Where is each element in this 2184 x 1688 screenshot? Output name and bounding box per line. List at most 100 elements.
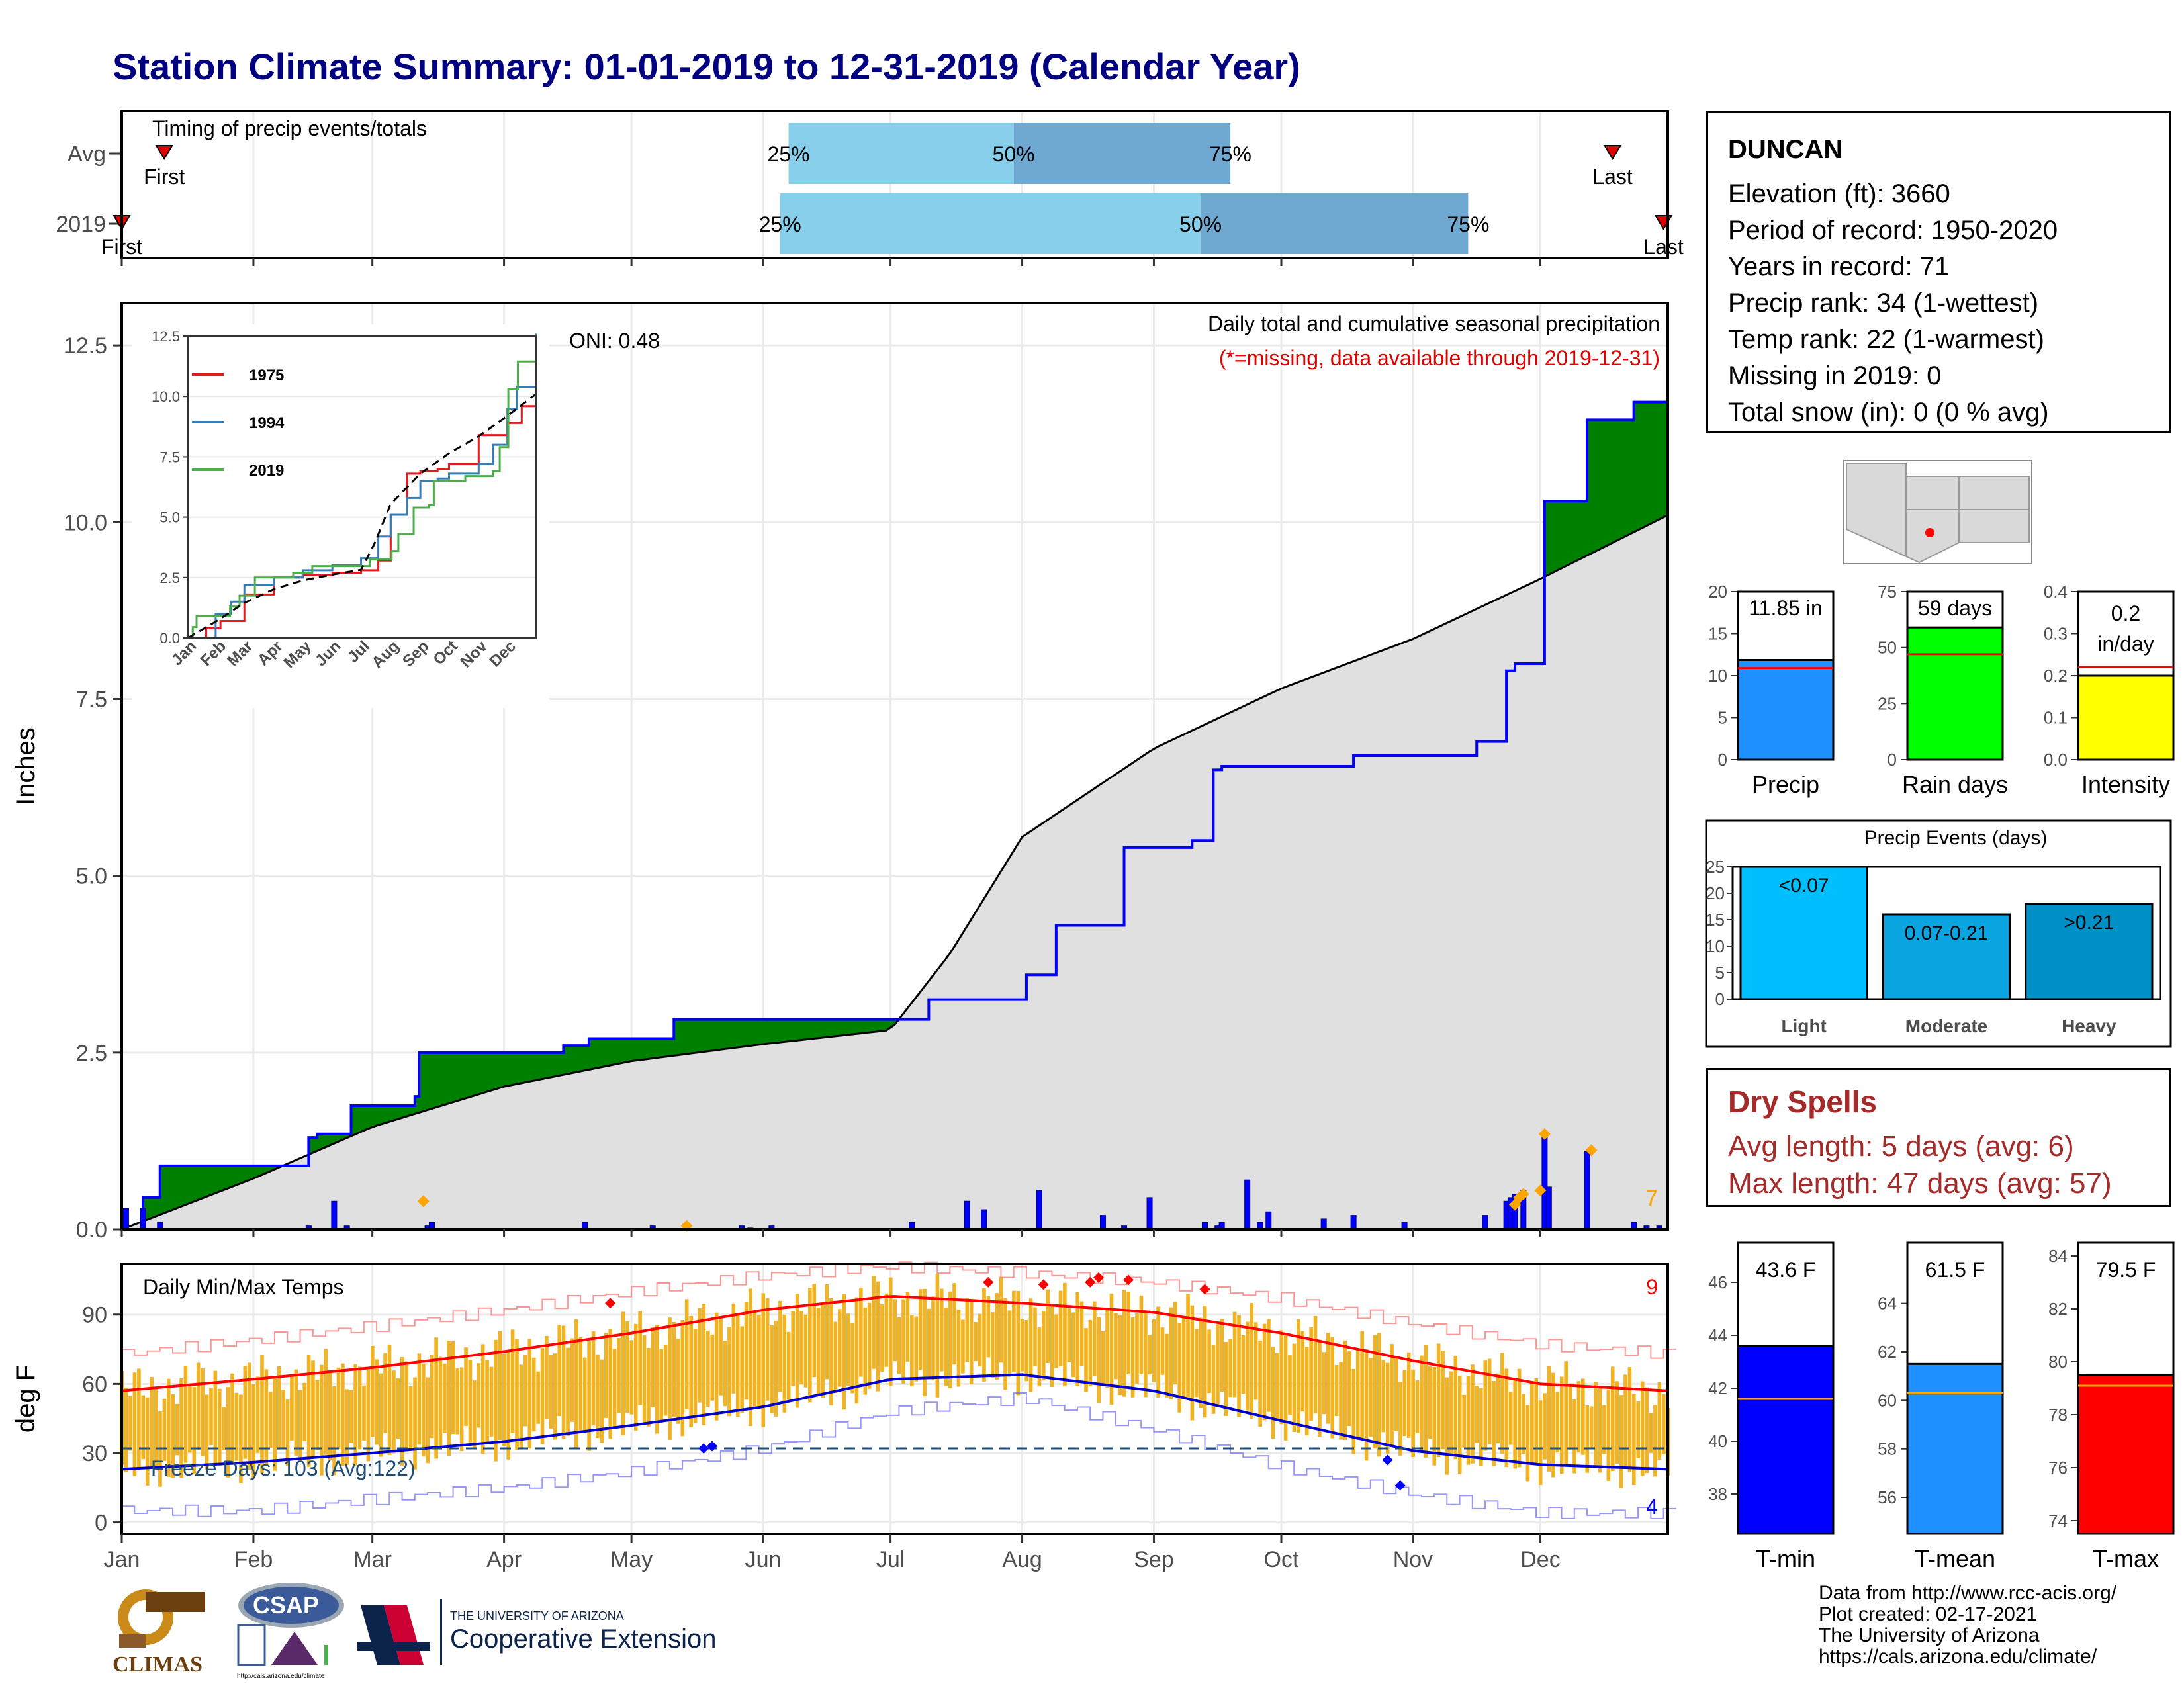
precip-summary-ytick-label: 15 <box>1708 624 1727 644</box>
departure-fill <box>445 1053 449 1105</box>
timing-bar-lower <box>780 193 1201 254</box>
daily-temp-bar <box>404 1362 408 1450</box>
daily-temp-bar <box>1585 1405 1589 1473</box>
daily-temp-bar <box>592 1331 596 1425</box>
daily-temp-bar <box>1360 1331 1364 1439</box>
daily-temp-bar <box>846 1313 850 1386</box>
departure-fill <box>789 1020 794 1042</box>
daily-precip-bar <box>1036 1190 1042 1229</box>
departure-fill <box>657 1038 662 1057</box>
daily-temp-bar <box>1148 1335 1152 1374</box>
departure-fill <box>164 1166 169 1213</box>
precip-ytick-label: 7.5 <box>76 687 107 712</box>
departure-fill <box>542 1053 547 1079</box>
departure-fill <box>538 1053 543 1080</box>
temp-summary-ytick-label: 38 <box>1708 1484 1727 1504</box>
temp-summary-ytick-label: 74 <box>2048 1511 2068 1531</box>
departure-fill <box>823 1020 827 1038</box>
daily-temp-bar <box>1475 1386 1479 1443</box>
daily-temp-bar <box>1611 1366 1615 1470</box>
csap-text: CSAP <box>253 1591 319 1619</box>
daily-temp-bar <box>443 1364 447 1433</box>
precip-summary-value: 59 days <box>1918 596 1992 620</box>
temp-ylabel: deg F <box>11 1365 40 1433</box>
info-line: Years in record: 71 <box>1728 249 2149 285</box>
daily-temp-bar <box>396 1378 400 1439</box>
daily-temp-bar <box>375 1359 379 1444</box>
events-bar-label: >0.21 <box>2064 912 2114 934</box>
daily-temp-bar <box>1449 1371 1453 1453</box>
daily-temp-bar <box>1254 1322 1258 1399</box>
departure-fill <box>377 1106 381 1126</box>
freeze-days-label: Freeze Days: 103 (Avg:122) <box>151 1456 416 1480</box>
departure-fill <box>432 1053 436 1109</box>
departure-fill <box>1591 420 1596 553</box>
month-label: Dec <box>1520 1547 1560 1572</box>
departure-fill <box>700 1020 704 1053</box>
timing-bar-lower <box>789 123 1014 184</box>
events-category: Heavy <box>2062 1016 2116 1036</box>
events-title: Precip Events (days) <box>1864 827 2048 849</box>
temp-summary-ytick-label: 42 <box>1708 1378 1727 1398</box>
daily-temp-bar <box>1662 1394 1666 1455</box>
daily-temp-bar <box>1300 1331 1304 1411</box>
daily-temp-bar <box>991 1312 995 1378</box>
departure-fill <box>368 1106 373 1129</box>
daily-temp-bar <box>1432 1367 1436 1466</box>
daily-temp-bar <box>829 1298 833 1405</box>
departure-fill <box>738 1020 743 1047</box>
daily-temp-bar <box>1619 1395 1623 1488</box>
month-label: Aug <box>1002 1547 1042 1572</box>
credit-line: https://cals.arizona.edu/climate/ <box>1819 1646 2116 1667</box>
daily-temp-bar <box>613 1349 617 1428</box>
temp-summary-ytick-label: 82 <box>2048 1299 2068 1319</box>
month-label: May <box>610 1547 653 1572</box>
daily-temp-bar <box>418 1353 422 1444</box>
daily-temp-bar <box>651 1327 655 1407</box>
daily-temp-bar <box>578 1337 582 1432</box>
daily-temp-bar <box>553 1353 557 1439</box>
departure-fill <box>602 1038 606 1067</box>
daily-temp-bar <box>1161 1327 1165 1375</box>
daily-temp-bar <box>1551 1373 1555 1478</box>
departure-fill <box>670 1038 674 1056</box>
daily-temp-bar <box>766 1298 770 1401</box>
departure-fill <box>687 1020 692 1054</box>
timing-pct-label: 75% <box>1447 212 1489 236</box>
departure-fill <box>623 1038 627 1063</box>
info-line: Precip rank: 34 (1-wettest) <box>1728 285 2149 322</box>
daily-temp-bar <box>770 1325 774 1413</box>
departure-fill <box>470 1053 475 1097</box>
daily-temp-bar <box>927 1309 931 1378</box>
daily-temp-bar <box>659 1349 663 1423</box>
departure-fill <box>636 1038 641 1060</box>
daily-temp-bar <box>1343 1341 1347 1440</box>
month-label: Feb <box>234 1547 273 1572</box>
daily-temp-bar <box>872 1276 876 1368</box>
inset-legend-label: 2019 <box>249 462 284 480</box>
daily-temp-bar <box>481 1344 485 1454</box>
events-ytick-label: 20 <box>1706 883 1725 903</box>
daily-temp-bar <box>1080 1302 1084 1366</box>
daily-temp-bar <box>1207 1329 1211 1393</box>
station-info-box: DUNCAN Elevation (ft): 3660 Period of re… <box>1706 111 2171 433</box>
departure-fill <box>457 1053 462 1101</box>
daily-temp-bar <box>957 1310 961 1386</box>
daily-temp-bar <box>1126 1292 1130 1374</box>
daily-temp-bar <box>1547 1366 1551 1472</box>
daily-temp-bar <box>799 1311 803 1384</box>
daily-precip-bar <box>964 1201 970 1229</box>
daily-temp-bar <box>485 1360 489 1444</box>
info-line: Temp rank: 22 (1-warmest) <box>1728 322 2149 358</box>
daily-temp-bar <box>506 1353 510 1460</box>
daily-temp-bar <box>1403 1370 1407 1437</box>
departure-fill <box>754 1020 759 1045</box>
daily-temp-bar <box>328 1370 332 1460</box>
daily-temp-bar <box>1228 1339 1232 1397</box>
daily-temp-bar <box>1305 1347 1309 1435</box>
temp-summary-category: T-mean <box>1915 1545 1995 1572</box>
credits: Data from http://www.rcc-acis.org/ Plot … <box>1819 1583 2116 1667</box>
daily-temp-bar <box>1581 1379 1585 1455</box>
departure-fill <box>682 1020 687 1055</box>
temp-summary-ytick-label: 56 <box>1878 1488 1897 1507</box>
